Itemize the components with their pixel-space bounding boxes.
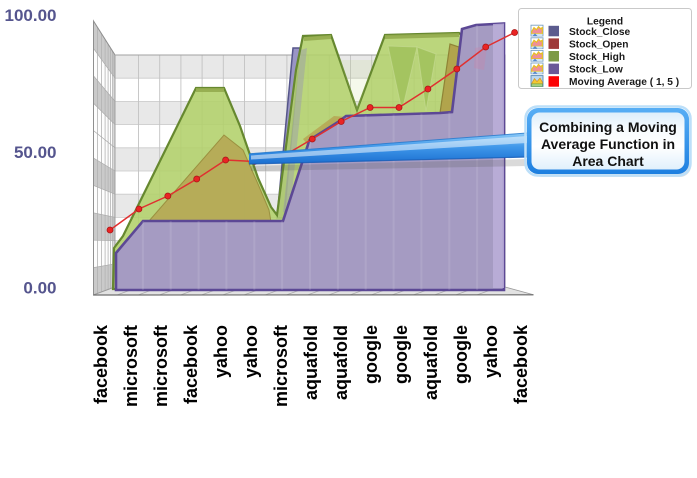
svg-text:microsoft: microsoft	[271, 325, 291, 407]
svg-text:aquafold: aquafold	[331, 325, 351, 400]
svg-text:Stock_Open: Stock_Open	[569, 39, 628, 50]
svg-text:google: google	[451, 325, 471, 384]
svg-text:0.00: 0.00	[23, 279, 56, 298]
svg-text:Average Function in: Average Function in	[541, 136, 675, 152]
svg-text:facebook: facebook	[511, 324, 531, 404]
svg-text:Stock_Close: Stock_Close	[569, 27, 630, 38]
svg-text:yahoo: yahoo	[481, 325, 501, 378]
svg-text:50.00: 50.00	[14, 143, 57, 162]
svg-text:Legend: Legend	[587, 17, 623, 28]
svg-text:yahoo: yahoo	[241, 325, 261, 378]
svg-text:aquafold: aquafold	[421, 325, 441, 400]
svg-text:Moving Average ( 1, 5 ): Moving Average ( 1, 5 )	[569, 77, 679, 88]
svg-text:facebook: facebook	[181, 324, 201, 404]
svg-text:aquafold: aquafold	[301, 325, 321, 400]
svg-text:yahoo: yahoo	[211, 325, 231, 378]
svg-text:100.00: 100.00	[5, 6, 57, 25]
svg-text:google: google	[361, 325, 381, 384]
svg-text:microsoft: microsoft	[121, 325, 141, 407]
svg-text:Stock_Low: Stock_Low	[569, 65, 623, 76]
svg-text:google: google	[391, 325, 411, 384]
svg-text:facebook: facebook	[91, 324, 111, 404]
svg-text:Stock_High: Stock_High	[569, 52, 625, 63]
svg-text:Combining a Moving: Combining a Moving	[539, 119, 677, 135]
svg-text:microsoft: microsoft	[151, 325, 171, 407]
svg-text:Area Chart: Area Chart	[572, 153, 644, 169]
